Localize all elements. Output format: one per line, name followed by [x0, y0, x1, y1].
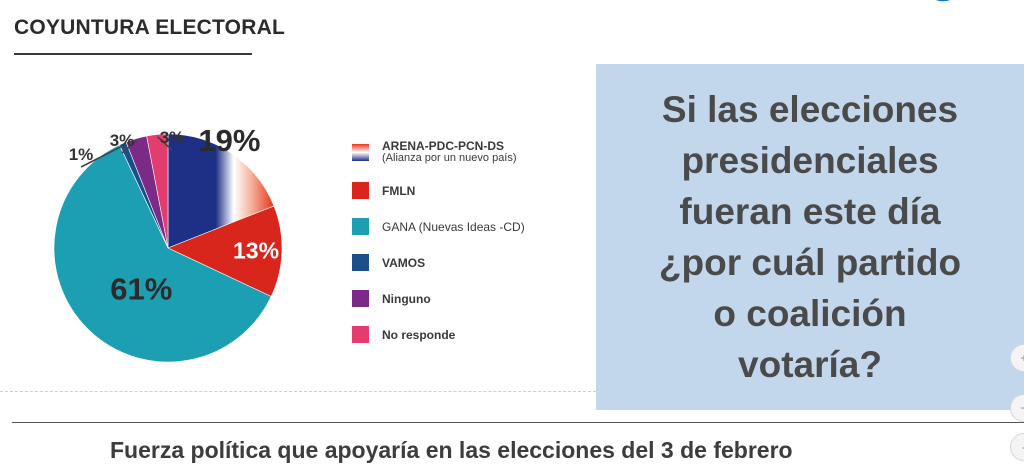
pie-slice-no_responde: [146, 133, 169, 249]
leader-line-ninguno: [121, 140, 138, 154]
title-underline: [14, 53, 252, 55]
legend-label-fmln: FMLN: [382, 183, 416, 198]
reset-button[interactable]: -: [1010, 433, 1024, 461]
legend-item-gana: GANA (Nuevas Ideas -CD): [352, 218, 525, 235]
legend-item-no-responde: No responde: [352, 326, 455, 343]
pie-label-ninguno: 3%: [110, 131, 135, 150]
question-panel: Si las elecciones presidenciales fueran …: [596, 64, 1024, 410]
legend-swatch-arena: [352, 143, 369, 161]
pie-label-no_responde: 3%: [160, 128, 185, 147]
chart-legend: ARENA-PDC-PCN-DS (Alianza por un nuevo p…: [352, 136, 592, 356]
legend-swatch-fmln: [352, 182, 369, 199]
pie-label-gana: 61%: [110, 272, 172, 307]
question-text: Si las elecciones presidenciales fueran …: [658, 89, 962, 385]
pie-slice-fmln: [167, 205, 283, 297]
legend-swatch-vamos: [352, 254, 369, 271]
bottom-divider: [12, 422, 1024, 423]
legend-item-ninguno: Ninguno: [352, 290, 431, 307]
chart-caption: Fuerza política que apoyaría en las elec…: [110, 437, 793, 463]
dashed-divider: [0, 391, 596, 392]
pie-label-fmln: 13%: [233, 238, 279, 264]
legend-label-gana: GANA (Nuevas Ideas -CD): [382, 219, 525, 234]
pie-label-arena: 19%: [198, 123, 260, 158]
legend-swatch-no-responde: [352, 326, 369, 343]
legend-item-vamos: VAMOS: [352, 254, 425, 271]
legend-label-arena: ARENA-PDC-PCN-DS: [382, 139, 504, 153]
legend-swatch-ninguno: [352, 290, 369, 307]
legend-item-arena: ARENA-PDC-PCN-DS (Alianza por un nuevo p…: [352, 140, 517, 164]
leader-line-vamos: [80, 144, 124, 168]
legend-swatch-gana: [352, 218, 369, 235]
legend-label-no-responde: No responde: [382, 327, 456, 342]
legend-label-ninguno: Ninguno: [382, 291, 431, 306]
legend-item-fmln: FMLN: [352, 182, 415, 199]
pie-slice-arena: [167, 133, 275, 249]
page-title: COYUNTURA ELECTORAL: [14, 16, 285, 39]
legend-sublabel-arena: (Alianza por un nuevo país): [382, 152, 517, 164]
legend-label-vamos: VAMOS: [382, 255, 426, 270]
pie-slice-gana: [53, 144, 272, 363]
leader-line-no_responde: [156, 136, 173, 151]
pie-chart: 19% 13% 61% 1% 3% 3%: [53, 123, 283, 363]
logo-icon: [935, 0, 951, 2]
pie-label-vamos: 1%: [69, 145, 94, 164]
